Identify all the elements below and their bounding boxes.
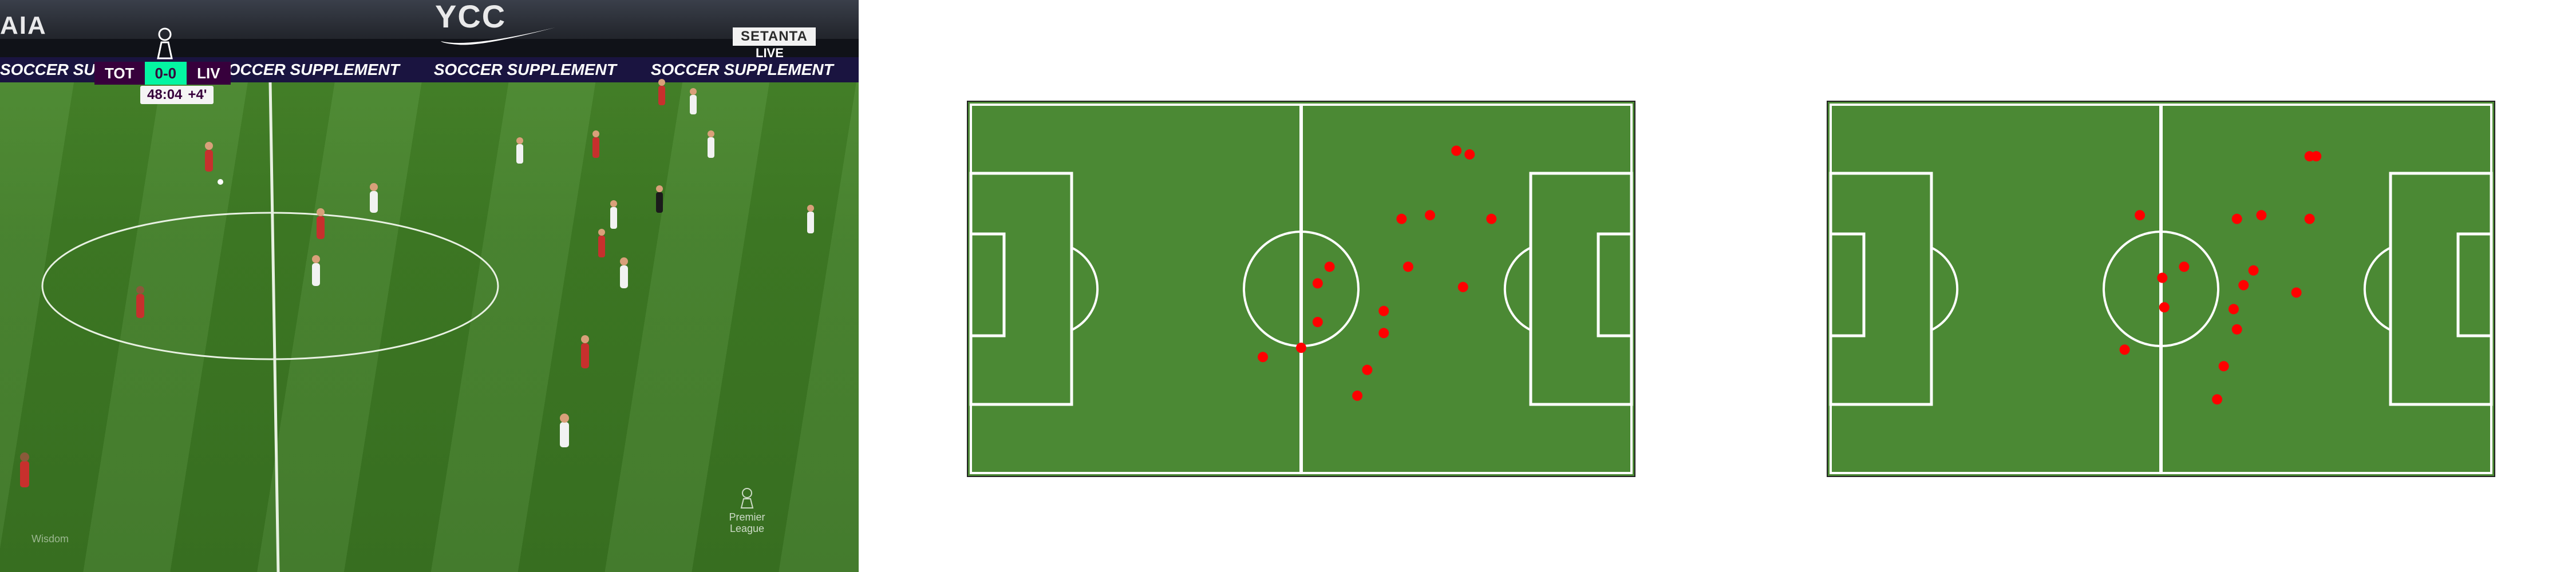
player-white — [312, 255, 320, 286]
player-markers — [2119, 151, 2322, 405]
player-red — [205, 142, 213, 172]
player-red — [592, 130, 599, 158]
match-clock: 48:04 +4' — [140, 86, 214, 104]
ad-text: SOCCER SUPPLEMENT — [650, 61, 833, 78]
player-marker — [1378, 305, 1389, 316]
player-marker — [1457, 281, 1468, 292]
player-marker — [1378, 328, 1389, 339]
pitch-base — [967, 101, 1635, 477]
pitch-base — [1827, 101, 2495, 477]
halfway-line — [268, 82, 280, 572]
player-red — [136, 286, 144, 318]
player-white — [708, 130, 714, 158]
home-team: TOT — [94, 62, 145, 85]
tactical-map-a — [967, 101, 1635, 477]
away-team: LIV — [187, 62, 231, 85]
player-red — [317, 208, 325, 239]
player-marker — [2256, 210, 2267, 221]
player-marker — [1296, 343, 1306, 353]
player-marker — [1425, 210, 1436, 221]
player-marker — [1312, 316, 1323, 327]
player-marker — [2212, 394, 2223, 405]
sponsor-band — [0, 39, 859, 57]
player-red — [658, 79, 665, 105]
added-time: +4' — [188, 87, 207, 102]
player-marker — [2218, 361, 2229, 372]
tactical-map-b — [1827, 101, 2495, 477]
player-marker — [2238, 280, 2249, 291]
player-marker — [1486, 213, 1497, 224]
player-marker — [1352, 390, 1363, 401]
player-marker — [2231, 324, 2242, 335]
player-marker — [1402, 261, 1413, 272]
player-white — [560, 414, 569, 447]
broadcast-players — [20, 79, 814, 487]
clock-time: 48:04 — [147, 87, 183, 102]
premier-league-logo: Premier League — [727, 486, 767, 534]
player-white — [516, 137, 523, 164]
player-marker — [1362, 364, 1373, 375]
ball — [218, 179, 223, 185]
player-marker — [1451, 145, 1462, 156]
stand-lettering-aia: AIA — [0, 11, 47, 39]
player-white — [620, 257, 628, 288]
player-white — [370, 183, 378, 213]
player-marker — [1312, 278, 1323, 289]
ad-text: SOCCER SUPPLEMENT — [216, 61, 400, 78]
player-marker — [1464, 149, 1475, 160]
player-marker — [2311, 151, 2322, 162]
scorebug: TOT 0-0 LIV — [94, 62, 231, 85]
player-marker — [2304, 213, 2315, 224]
player-marker — [2179, 261, 2190, 272]
player-marker — [2135, 210, 2146, 221]
player-white — [690, 88, 697, 114]
logo-text: Premier League — [729, 511, 765, 534]
ad-text: SOCCER SUPPLEMENT — [433, 61, 617, 78]
player-red — [581, 335, 589, 368]
player-marker — [1396, 213, 1407, 224]
player-red — [20, 452, 29, 487]
premier-league-crown-icon — [157, 27, 173, 59]
player-white — [807, 205, 814, 233]
referee — [656, 185, 663, 213]
live-indicator: LIVE — [756, 46, 784, 60]
player-marker — [2248, 265, 2259, 276]
player-red — [598, 229, 605, 257]
player-white — [610, 200, 617, 229]
watermark: Wisdom — [31, 533, 69, 545]
player-marker — [2231, 213, 2242, 224]
player-marker — [2159, 302, 2170, 313]
player-marker — [2291, 287, 2302, 298]
premier-league-logo-icon — [740, 488, 754, 509]
centre-circle — [41, 212, 499, 360]
stadium-stands: AIA YCC — [0, 0, 859, 57]
broadcast-frame: AIA YCC SOCCER SUPPLEMENT SOCCER SUPPLEM… — [0, 0, 859, 572]
swoosh-icon — [441, 27, 555, 45]
player-marker — [2157, 272, 2168, 283]
player-markers — [1258, 145, 1497, 401]
channel-name: SETANTA — [733, 27, 816, 46]
stand-lettering-ycc: YCC — [435, 0, 507, 34]
player-marker — [2228, 304, 2239, 315]
score: 0-0 — [144, 62, 187, 85]
player-marker — [1258, 352, 1269, 363]
pitch-markings — [41, 82, 499, 572]
player-marker — [2119, 344, 2130, 355]
player-marker — [1324, 261, 1335, 272]
